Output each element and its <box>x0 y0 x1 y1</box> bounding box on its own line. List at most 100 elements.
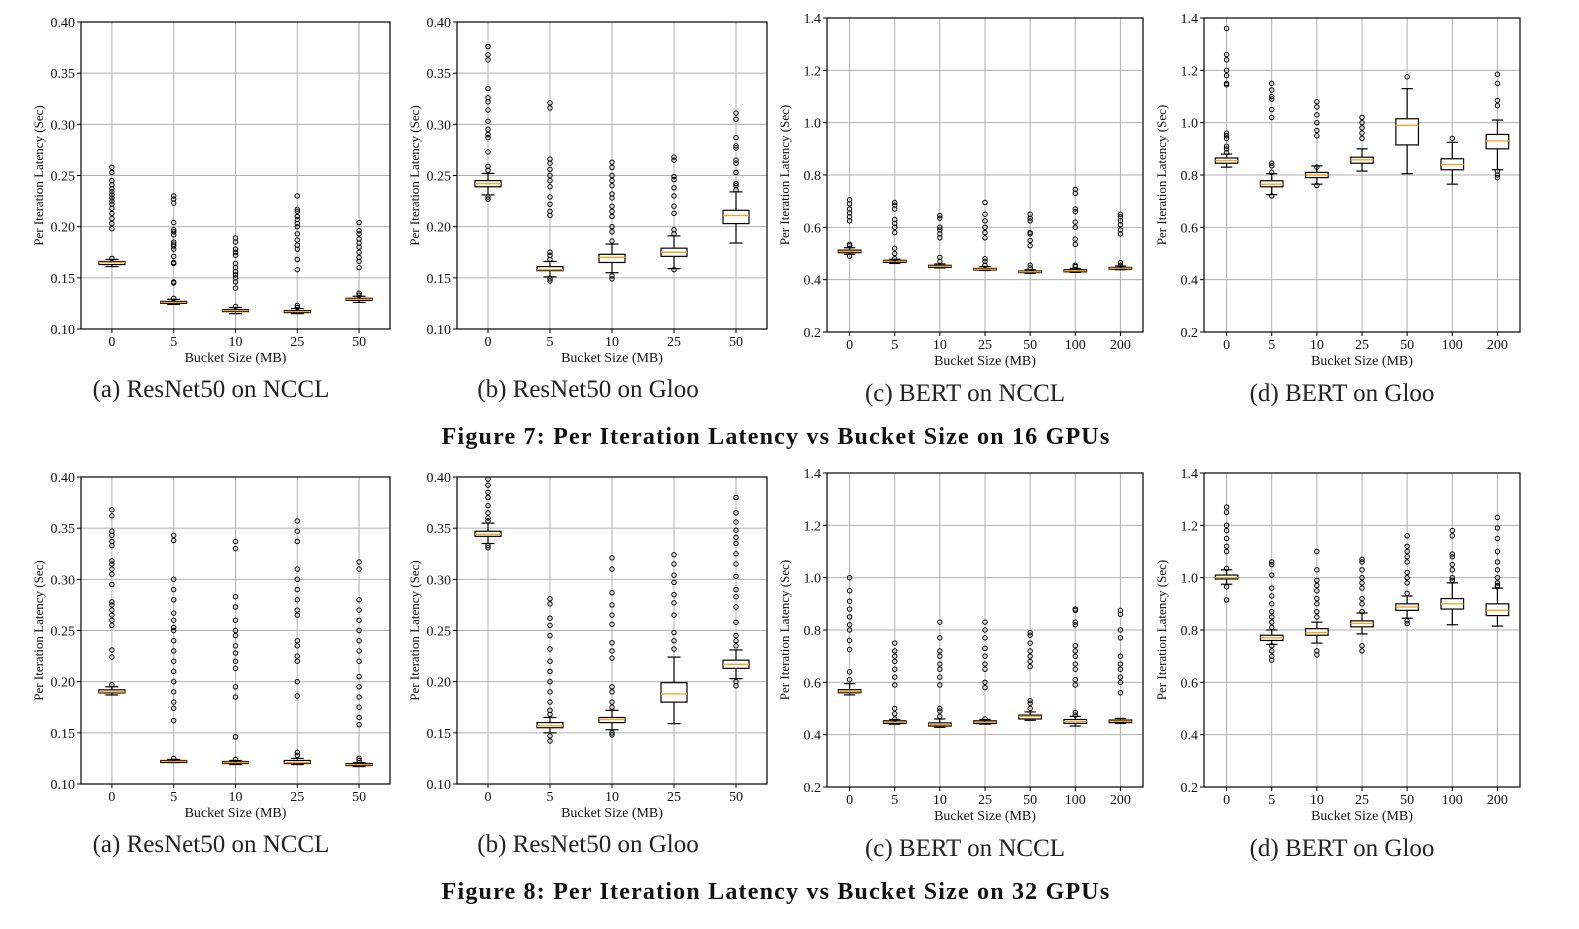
outlier-point <box>982 199 988 206</box>
box-200 <box>1485 514 1510 627</box>
outlier-point <box>1269 653 1275 659</box>
box-5 <box>882 199 907 265</box>
outlier-point <box>733 183 739 189</box>
outlier-point <box>892 229 898 236</box>
outlier-point <box>1494 97 1501 104</box>
outlier-point <box>609 213 615 220</box>
y-tick-label: 0.40 <box>51 471 76 486</box>
outlier-point <box>109 607 115 613</box>
outlier-point <box>1359 130 1365 136</box>
outlier-point <box>1072 236 1078 242</box>
outlier-point <box>485 126 491 133</box>
outlier-point <box>1314 567 1320 573</box>
outlier-point <box>232 272 239 278</box>
outlier-point <box>1269 80 1275 87</box>
x-tick-label: 50 <box>1400 338 1414 353</box>
outlier-point <box>109 513 115 519</box>
outlier-point <box>1314 614 1320 620</box>
outlier-point <box>171 678 177 685</box>
outlier-point <box>294 208 300 215</box>
outlier-point <box>171 295 177 301</box>
outlier-point <box>171 638 177 644</box>
outlier-point <box>1072 653 1078 659</box>
figure-8-title: Figure 8: Per Iteration Latency vs Bucke… <box>441 879 1111 905</box>
outlier-point <box>671 591 677 598</box>
x-axis-label: Bucket Size (MB) <box>561 351 663 366</box>
x-tick-label: 10 <box>933 793 947 808</box>
x-tick-label: 25 <box>290 790 304 805</box>
y-tick-label: 0.4 <box>1181 729 1199 744</box>
outlier-point <box>109 528 115 534</box>
outlier-point <box>1269 93 1275 100</box>
y-tick-label: 0.20 <box>51 676 76 691</box>
outlier-point <box>294 213 300 220</box>
outlier-point <box>892 202 898 208</box>
outlier-point <box>294 528 300 534</box>
outlier-point <box>109 192 115 198</box>
y-tick-label: 0.30 <box>51 118 76 133</box>
outlier-point <box>109 177 115 184</box>
x-axis-label: Bucket Size (MB) <box>561 806 663 821</box>
outlier-point <box>356 617 362 623</box>
outlier-point <box>1269 160 1275 166</box>
outlier-point <box>547 177 553 184</box>
outlier-point <box>1027 218 1033 224</box>
outlier-point <box>1223 143 1230 149</box>
outlier-point <box>733 643 739 649</box>
outlier-point <box>547 689 553 695</box>
outlier-point <box>609 229 615 235</box>
box-50 <box>345 219 373 303</box>
outlier-point <box>1269 619 1275 625</box>
outlier-point <box>232 303 239 310</box>
box-0 <box>1214 25 1239 168</box>
y-tick-label: 1.0 <box>1181 572 1199 587</box>
outlier-point <box>1314 182 1320 189</box>
outlier-point <box>609 159 615 165</box>
caption-fig8-d: (d) BERT on Gloo <box>1249 835 1435 862</box>
outlier-point <box>1269 106 1275 113</box>
outlier-point <box>733 160 739 166</box>
x-tick-label: 10 <box>229 790 243 805</box>
outlier-point <box>1223 146 1230 152</box>
outlier-point <box>1269 561 1275 568</box>
outlier-point <box>733 527 739 533</box>
outlier-point <box>1027 658 1033 665</box>
outlier-point <box>982 235 988 241</box>
y-tick-label: 0.8 <box>804 169 822 184</box>
outlier-point <box>733 586 739 593</box>
outlier-point <box>1314 164 1320 170</box>
outlier-point <box>1072 241 1078 248</box>
outlier-point <box>733 494 739 501</box>
outlier-point <box>294 266 300 273</box>
outlier-point <box>671 638 677 644</box>
outlier-point <box>485 107 491 113</box>
caption-fig8-c: (c) BERT on NCCL <box>864 835 1066 862</box>
x-tick-label: 0 <box>846 793 853 808</box>
box-200 <box>1108 211 1133 271</box>
x-tick-label: 50 <box>729 335 743 350</box>
outlier-point <box>1223 584 1230 590</box>
y-tick-label: 1.0 <box>1181 117 1199 132</box>
outlier-point <box>109 558 115 564</box>
outlier-point <box>733 145 739 151</box>
outlier-point <box>733 116 739 122</box>
outlier-point <box>1269 624 1275 631</box>
x-tick-label: 10 <box>605 335 619 350</box>
x-tick-label: 50 <box>352 335 366 350</box>
outlier-point <box>109 215 115 222</box>
outlier-point <box>733 604 739 610</box>
x-tick-label: 10 <box>605 790 619 805</box>
box-0 <box>474 476 502 551</box>
x-tick-label: 5 <box>547 335 554 350</box>
outlier-point <box>846 606 853 612</box>
outlier-point <box>1223 135 1230 142</box>
plot-frame <box>826 472 1144 788</box>
outlier-point <box>171 227 177 233</box>
outlier-point <box>937 705 943 712</box>
outlier-point <box>1494 548 1501 555</box>
outlier-point <box>1072 224 1078 231</box>
outlier-point <box>1223 543 1230 549</box>
outlier-point <box>1404 620 1410 627</box>
outlier-point <box>232 684 239 690</box>
outlier-point <box>547 668 553 675</box>
